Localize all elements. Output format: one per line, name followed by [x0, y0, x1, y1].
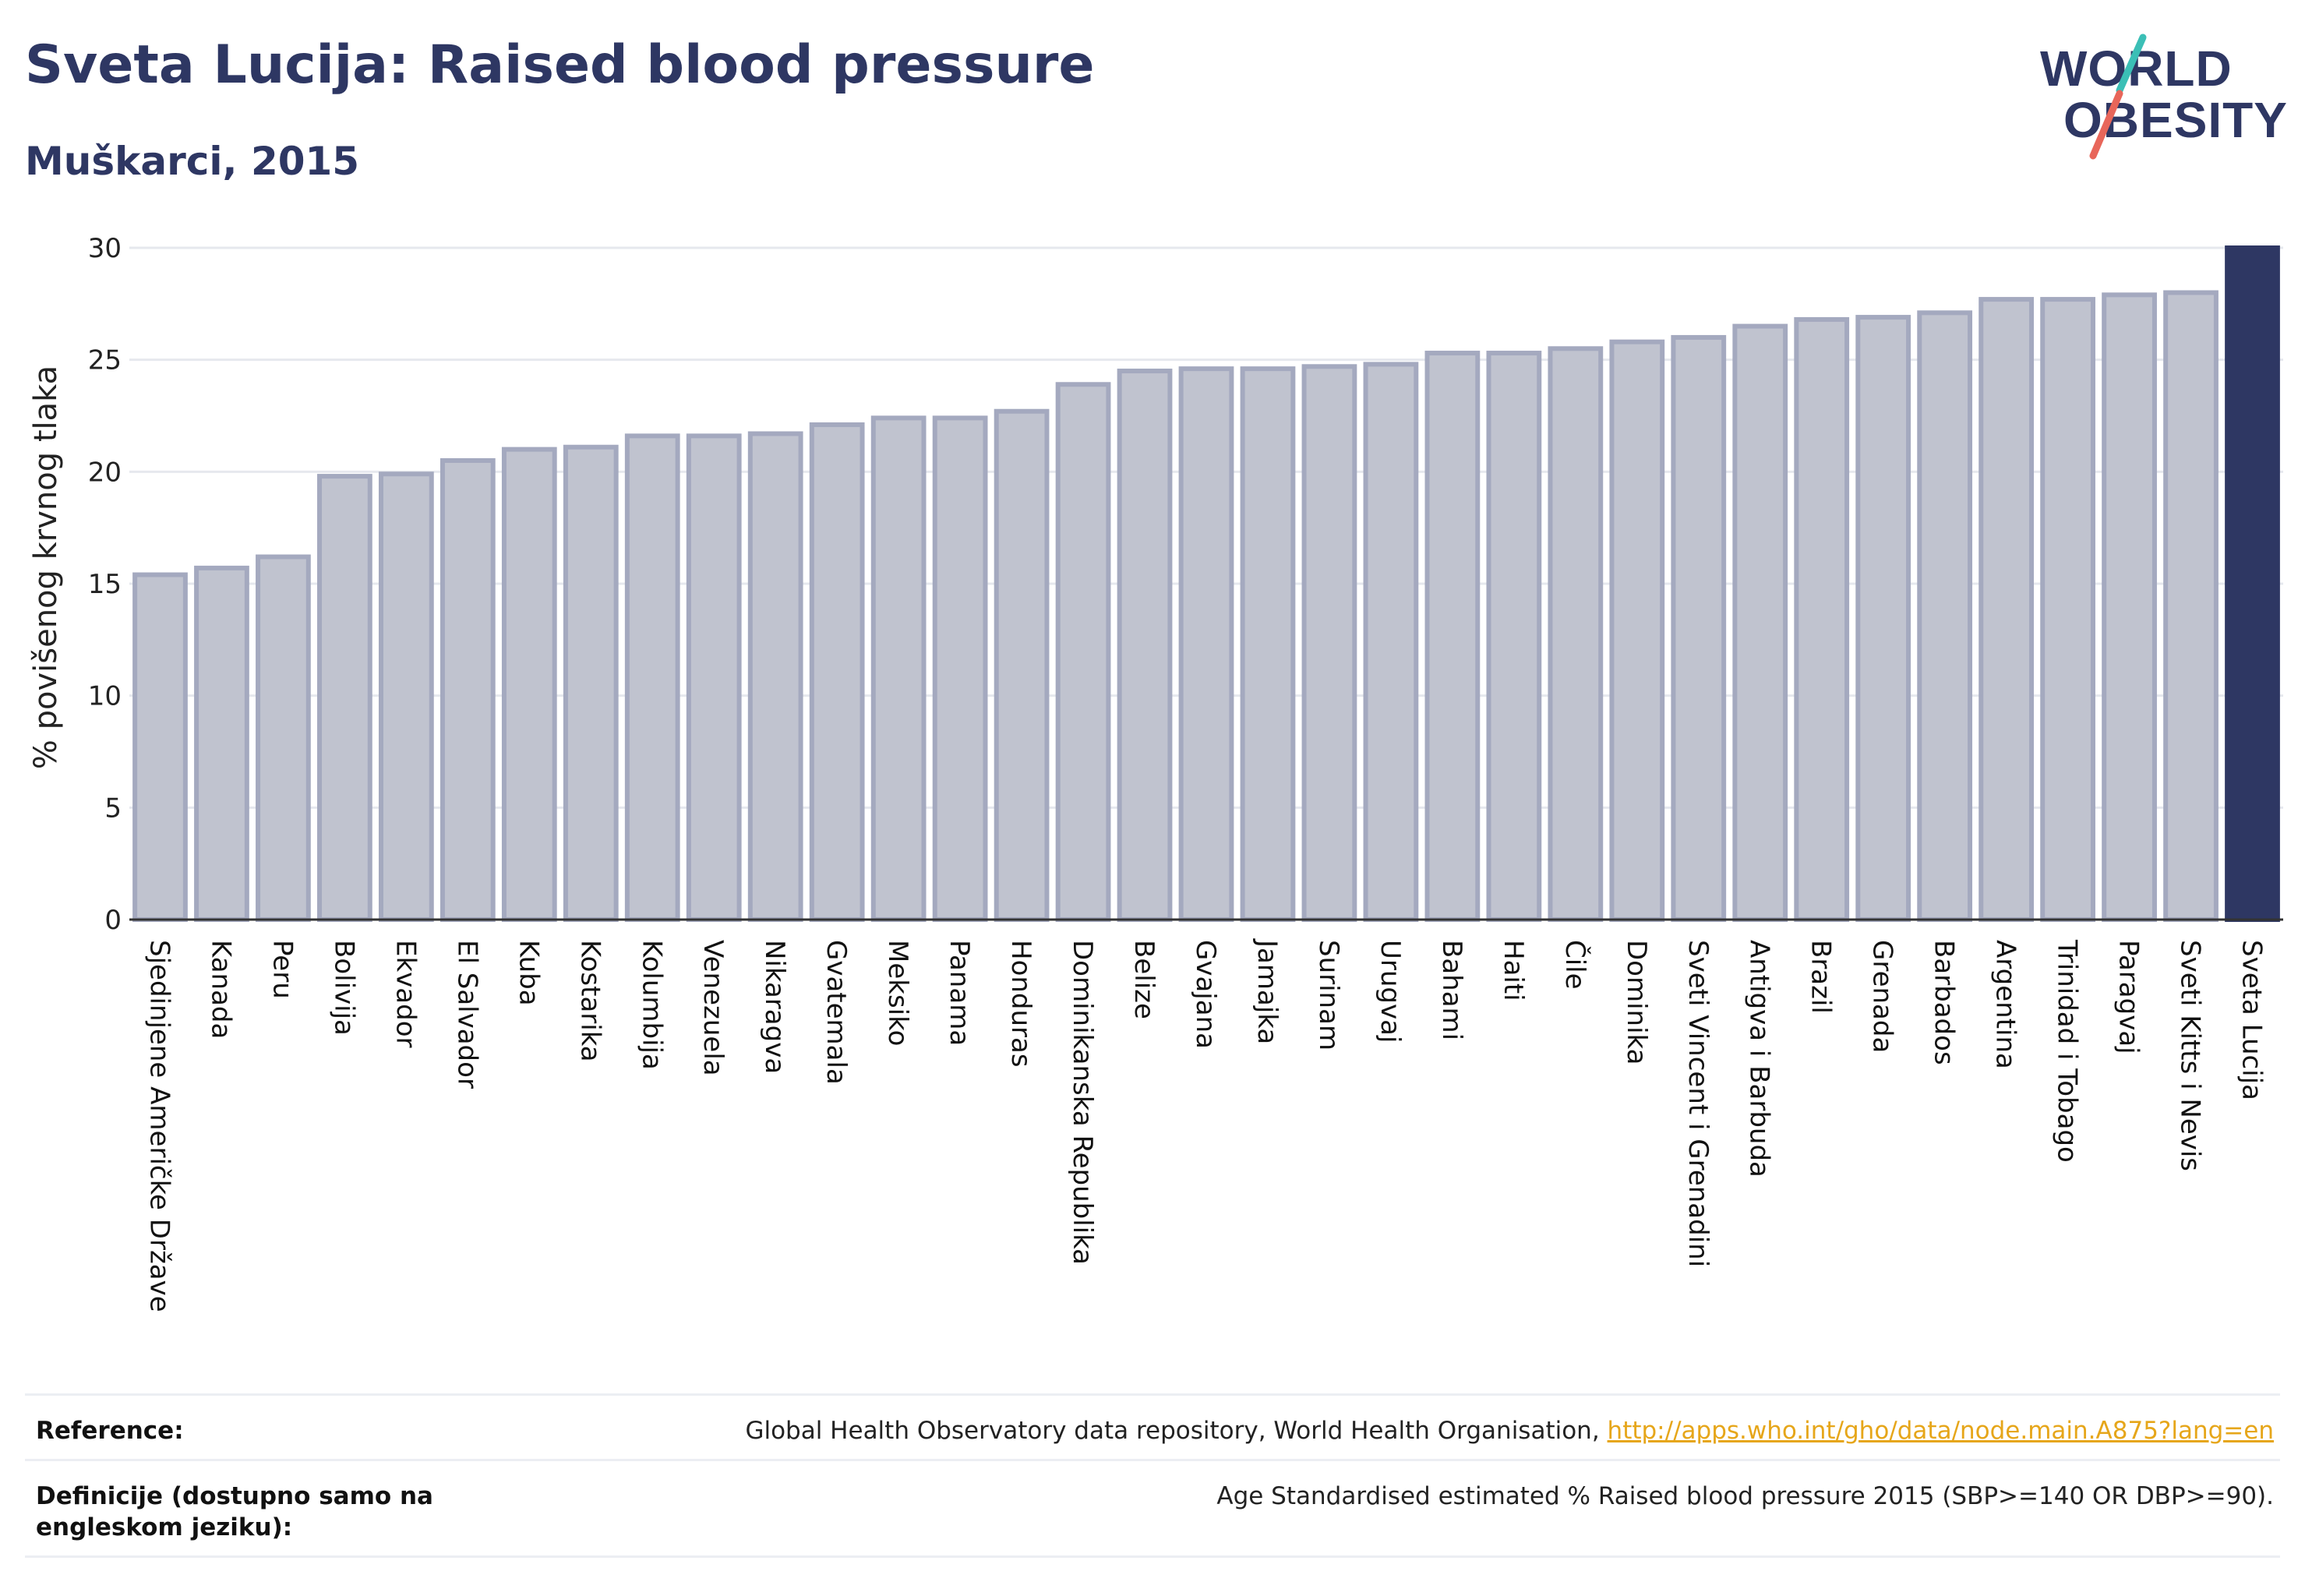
x-tick-label: Dominika — [1621, 940, 1652, 1065]
bar-kanada — [194, 565, 249, 922]
x-tick-label: Sveti Vincent i Grenadini — [1682, 940, 1714, 1267]
y-tick-label: 20 — [88, 457, 122, 488]
bar-bolivija — [317, 474, 372, 922]
bar-nikaragva — [747, 431, 803, 922]
bar-chart: 0 5 10 15 20 25 30 Sjedinjene Američke Države K… — [28, 233, 2283, 1312]
x-tick-label: Nikaragva — [759, 940, 790, 1074]
reference-link[interactable]: http://apps.who.int/gho/data/node.main.A… — [1607, 1417, 2274, 1445]
y-tick-labels: 0 5 10 15 20 25 30 — [88, 233, 122, 936]
x-tick-label: Argentina — [1990, 940, 2021, 1069]
reference-source: Global Health Observatory data repositor… — [745, 1417, 1608, 1445]
bar-gvajana — [1178, 366, 1234, 923]
y-tick-label: 10 — [88, 681, 122, 712]
x-tick-label: Barbados — [1929, 940, 1960, 1065]
bar-gvatemala — [809, 422, 865, 922]
x-tick-label: Kolumbija — [636, 940, 667, 1070]
bar-čile — [1548, 346, 1604, 922]
bar-belize — [1117, 369, 1173, 922]
x-tick-label: Čile — [1559, 940, 1591, 990]
bar-paragvaj — [2102, 292, 2157, 922]
bar-barbados — [1917, 310, 1973, 922]
bar-ekvador — [378, 471, 434, 922]
y-tick-label: 0 — [104, 905, 122, 936]
reference-text: Global Health Observatory data repositor… — [745, 1415, 2274, 1446]
y-tick-label: 25 — [88, 345, 122, 376]
bar-bahami — [1424, 351, 1481, 922]
definition-text: Age Standardised estimated % Raised bloo… — [1216, 1482, 2274, 1510]
x-tick-label: Grenada — [1867, 940, 1898, 1053]
x-tick-label: Bolivija — [328, 940, 359, 1036]
x-tick-label: Sveta Lucija — [2236, 940, 2268, 1100]
bars — [132, 245, 2280, 923]
bar-haiti — [1486, 351, 1542, 922]
x-tick-label: Antigva i Barbuda — [1744, 940, 1775, 1178]
x-tick-label: Urugvaj — [1375, 940, 1406, 1043]
footer-divider-top — [25, 1393, 2280, 1396]
y-tick-label: 30 — [88, 233, 122, 264]
bar-sjedinjene-američke-države — [132, 572, 188, 922]
bar-grenada — [1855, 315, 1911, 923]
footer-divider-bottom — [25, 1555, 2280, 1558]
bar-sveti-kitts-i-nevis — [2163, 290, 2219, 922]
y-axis-label: % povišenog krvnog tlaka — [28, 365, 64, 769]
x-tick-label: Kostarika — [574, 940, 605, 1062]
x-tick-label: Ekvador — [390, 940, 421, 1048]
bar-peru — [256, 554, 311, 923]
x-tick-label: Sjedinjene Američke Države — [143, 940, 175, 1312]
x-tick-label: Gvajana — [1190, 940, 1221, 1049]
bar-urugvaj — [1363, 362, 1419, 922]
bar-kuba — [501, 447, 557, 922]
definition-label: Definicije (dostupno samo na engleskom j… — [36, 1482, 433, 1541]
x-tick-label: Gvatemala — [821, 940, 852, 1085]
x-tick-label: Sveti Kitts i Nevis — [2175, 940, 2206, 1171]
x-tick-label: Peru — [267, 940, 298, 999]
reference-label: Reference: — [36, 1417, 184, 1445]
bar-kolumbija — [624, 433, 680, 922]
y-tick-label: 15 — [88, 569, 122, 600]
x-tick-label: Meksiko — [882, 940, 913, 1046]
logo-slash-coral — [2089, 90, 2123, 160]
bar-meksiko — [870, 415, 927, 922]
x-tick-labels: Sjedinjene Američke Države Kanada Peru Boli… — [143, 938, 2267, 1312]
bar-argentina — [1978, 297, 2035, 922]
footer-divider-middle — [25, 1459, 2280, 1461]
x-tick-label: Bahami — [1436, 940, 1467, 1040]
bar-panama — [932, 415, 988, 922]
bar-sveti-vincent-i-grenadini — [1671, 334, 1727, 922]
bar-dominika — [1609, 339, 1665, 922]
x-tick-label: Kuba — [513, 940, 544, 1006]
bar-sveta-lucija — [2225, 245, 2280, 922]
bar-dominikanska-republika — [1055, 382, 1111, 923]
y-tick-label: 5 — [104, 793, 122, 824]
bar-brazil — [1794, 316, 1850, 922]
bar-kostarika — [563, 444, 619, 922]
bar-jamajka — [1240, 366, 1296, 923]
bar-trinidad-i-tobago — [2040, 297, 2095, 922]
x-tick-label: Kanada — [205, 940, 236, 1039]
x-tick-label: Paragvaj — [2113, 940, 2144, 1054]
bar-venezuela — [686, 433, 742, 922]
logo-slash-teal — [2116, 34, 2147, 94]
page-subtitle: Muškarci, 2015 — [25, 139, 360, 184]
bar-antigva-i-barbuda — [1732, 323, 1788, 923]
x-tick-label: Belize — [1128, 940, 1160, 1019]
bar-honduras — [994, 408, 1050, 922]
x-tick-label: El Salvador — [451, 940, 482, 1089]
x-tick-label: Trinidad i Tobago — [2052, 939, 2083, 1163]
x-tick-label: Dominikanska Republika — [1067, 940, 1098, 1265]
x-tick-label: Panama — [944, 940, 975, 1046]
x-tick-label: Haiti — [1498, 940, 1529, 1001]
world-obesity-logo: WORLD OBESITY — [2040, 34, 2287, 160]
x-tick-label: Venezuela — [697, 940, 729, 1076]
x-tick-label: Brazil — [1806, 940, 1837, 1014]
bar-el-salvador — [439, 457, 496, 922]
page-title: Sveta Lucija: Raised blood pressure — [25, 34, 1095, 96]
x-tick-label: Honduras — [1005, 940, 1036, 1068]
x-tick-label: Surinam — [1313, 940, 1344, 1050]
bar-surinam — [1301, 364, 1357, 922]
x-tick-label: Jamajka — [1251, 938, 1283, 1044]
